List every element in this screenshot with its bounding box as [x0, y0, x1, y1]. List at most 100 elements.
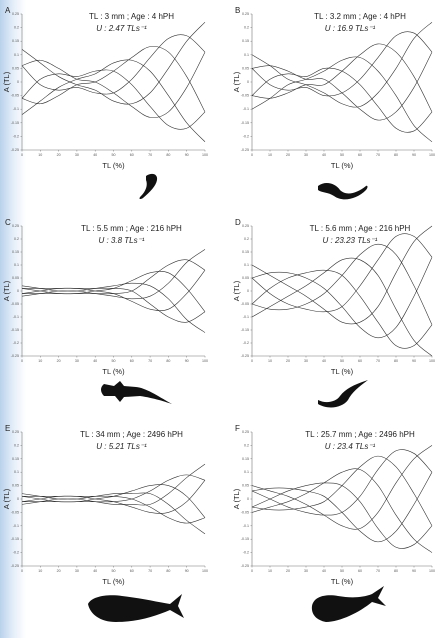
x-tick-label: 30 — [304, 359, 308, 363]
panel-subtitle: U : 2.47 TLs⁻¹ — [96, 24, 147, 33]
y-tick-label: 0.15 — [12, 39, 19, 43]
x-tick-label: 80 — [166, 153, 170, 157]
y-axis-label: A (TL) — [2, 488, 11, 509]
x-tick-label: 60 — [130, 569, 134, 573]
x-tick-label: 20 — [286, 359, 290, 363]
x-tick-label: 70 — [376, 359, 380, 363]
y-tick-label: 0.1 — [244, 470, 249, 474]
amplitude-curve — [21, 463, 206, 506]
y-axis-label: A (TL) — [2, 280, 11, 301]
y-tick-label: 0.25 — [12, 430, 19, 434]
y-tick-label: 0.1 — [244, 53, 249, 57]
amplitude-curve — [21, 59, 206, 143]
panel-title: TL : 3 mm ; Age : 4 hPH — [89, 12, 174, 21]
fish-b — [318, 183, 368, 200]
y-tick-label: 0 — [247, 497, 249, 501]
panel-title: TL : 25.7 mm ; Age : 2496 hPH — [305, 430, 415, 439]
amplitude-curve — [21, 21, 206, 105]
y-tick-label: 0.1 — [14, 470, 19, 474]
x-tick-label: 90 — [412, 569, 416, 573]
amplitude-curve — [251, 67, 433, 133]
amplitude-curve — [21, 474, 206, 503]
x-tick-label: 60 — [358, 359, 362, 363]
x-tick-label: 0 — [251, 359, 253, 363]
y-tick-label: -0.15 — [11, 537, 19, 541]
x-tick-label: 0 — [251, 153, 253, 157]
y-axis-label: A (TL) — [232, 488, 241, 509]
x-axis-label: TL (%) — [331, 577, 354, 586]
x-tick-label: 10 — [38, 359, 42, 363]
x-tick-label: 40 — [93, 569, 97, 573]
y-tick-label: -0.05 — [11, 302, 19, 306]
y-tick-label: 0.25 — [12, 12, 19, 16]
amplitude-curve — [251, 233, 433, 313]
amplitude-curve — [21, 492, 206, 535]
x-tick-label: 20 — [57, 569, 61, 573]
amplitude-curve — [251, 31, 433, 97]
x-tick-label: 80 — [394, 569, 398, 573]
panel-subtitle: U : 23.23 TLs⁻¹ — [323, 236, 378, 245]
panel-title: TL : 34 mm ; Age : 2496 hPH — [80, 430, 183, 439]
y-tick-label: 0.2 — [244, 237, 249, 241]
y-tick-label: -0.2 — [243, 341, 249, 345]
fish-a — [139, 173, 158, 200]
y-tick-label: 0.15 — [12, 250, 19, 254]
fish-d — [318, 380, 368, 408]
panel-letter: A — [5, 6, 11, 15]
y-tick-label: 0.05 — [12, 484, 19, 488]
panel: 0.25 0.2 0.15 0.1 0.05 0 -0.05 -0.1 -0.15 -0.2 -0.… — [232, 218, 435, 376]
y-tick-label: 0.2 — [14, 237, 19, 241]
y-tick-label: 0.15 — [12, 457, 19, 461]
x-tick-label: 10 — [38, 569, 42, 573]
y-axis-label: A (TL) — [232, 71, 241, 92]
panel-title: TL : 3.2 mm ; Age : 4 hPH — [314, 12, 406, 21]
x-tick-label: 100 — [202, 153, 208, 157]
amplitude-curve — [251, 257, 433, 357]
amplitude-curve — [21, 270, 206, 311]
panel-letter: F — [235, 424, 240, 433]
y-tick-label: -0.25 — [241, 148, 249, 152]
x-tick-label: 60 — [130, 359, 134, 363]
y-tick-label: 0.1 — [14, 53, 19, 57]
y-tick-label: 0.25 — [242, 224, 249, 228]
x-axis-label: TL (%) — [331, 367, 354, 376]
x-tick-label: 20 — [286, 569, 290, 573]
y-tick-label: 0.25 — [242, 12, 249, 16]
x-tick-label: 70 — [148, 153, 152, 157]
y-tick-label: 0.15 — [242, 457, 249, 461]
panel: 0.25 0.2 0.15 0.1 0.05 0 -0.05 -0.1 -0.15 -0.2 -0.… — [2, 6, 208, 170]
x-tick-label: 100 — [202, 569, 208, 573]
x-tick-label: 50 — [340, 359, 344, 363]
x-tick-label: 40 — [93, 359, 97, 363]
amplitude-curve — [251, 449, 433, 516]
y-tick-label: 0.25 — [12, 224, 19, 228]
panel-letter: B — [235, 6, 240, 15]
x-tick-label: 40 — [322, 153, 326, 157]
y-tick-label: 0.05 — [242, 276, 249, 280]
y-tick-label: -0.2 — [243, 134, 249, 138]
panel-letter: D — [235, 218, 241, 227]
amplitude-curve — [22, 480, 206, 514]
y-tick-label: 0.2 — [14, 443, 19, 447]
amplitude-curve — [21, 282, 206, 333]
amplitude-curve — [21, 249, 206, 300]
x-tick-label: 90 — [185, 569, 189, 573]
x-tick-label: 20 — [57, 153, 61, 157]
y-tick-label: -0.05 — [241, 302, 249, 306]
x-tick-label: 100 — [429, 153, 435, 157]
x-tick-label: 10 — [268, 569, 272, 573]
x-tick-label: 0 — [21, 359, 23, 363]
y-axis-label: A (TL) — [232, 280, 241, 301]
amplitude-curve — [21, 287, 206, 323]
y-axis-label: A (TL) — [2, 71, 11, 92]
amplitude-curve — [251, 482, 433, 549]
y-tick-label: 0.2 — [244, 443, 249, 447]
y-tick-label: -0.1 — [243, 524, 249, 528]
x-tick-label: 10 — [268, 359, 272, 363]
y-tick-label: -0.25 — [241, 354, 249, 358]
y-tick-label: 0.15 — [242, 39, 249, 43]
amplitude-curve — [251, 472, 433, 543]
y-tick-label: -0.15 — [11, 121, 19, 125]
y-tick-label: -0.15 — [241, 121, 249, 125]
y-tick-label: -0.25 — [11, 148, 19, 152]
